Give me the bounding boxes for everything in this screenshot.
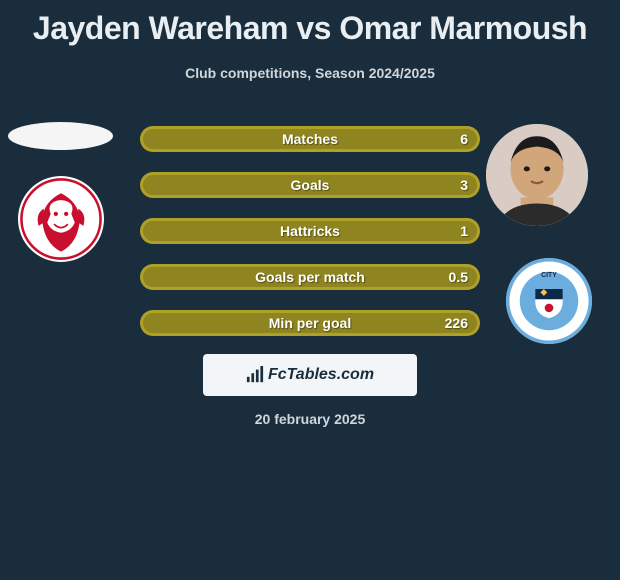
fctables-label: FcTables.com bbox=[268, 366, 374, 384]
stat-label: Hattricks bbox=[280, 223, 340, 239]
stat-label: Goals bbox=[291, 177, 330, 193]
stat-bar: Hattricks 1 bbox=[140, 218, 480, 244]
date-label: 20 february 2025 bbox=[0, 411, 620, 427]
stat-label: Min per goal bbox=[269, 315, 351, 331]
stat-value: 6 bbox=[460, 131, 468, 147]
stat-value: 0.5 bbox=[449, 269, 468, 285]
player-left-avatar bbox=[8, 122, 113, 150]
player-right-avatar bbox=[486, 124, 588, 226]
club-left-badge bbox=[18, 176, 104, 262]
svg-text:CITY: CITY bbox=[541, 272, 557, 279]
page-subtitle: Club competitions, Season 2024/2025 bbox=[0, 65, 620, 81]
stat-label: Matches bbox=[282, 131, 338, 147]
bars-icon bbox=[246, 366, 264, 384]
stat-bar: Goals 3 bbox=[140, 172, 480, 198]
stats-area: Matches 6 Goals 3 Hattricks 1 Goals per … bbox=[140, 126, 480, 356]
stat-bar: Matches 6 bbox=[140, 126, 480, 152]
page-title: Jayden Wareham vs Omar Marmoush bbox=[0, 0, 620, 47]
stat-bar: Min per goal 226 bbox=[140, 310, 480, 336]
club-right-badge: CITY bbox=[506, 258, 592, 344]
stat-value: 226 bbox=[445, 315, 468, 331]
stat-label: Goals per match bbox=[255, 269, 365, 285]
comparison-card: Jayden Wareham vs Omar Marmoush Club com… bbox=[0, 0, 620, 580]
stat-value: 1 bbox=[460, 223, 468, 239]
stat-bar: Goals per match 0.5 bbox=[140, 264, 480, 290]
stat-value: 3 bbox=[460, 177, 468, 193]
fctables-watermark: FcTables.com bbox=[203, 354, 417, 396]
